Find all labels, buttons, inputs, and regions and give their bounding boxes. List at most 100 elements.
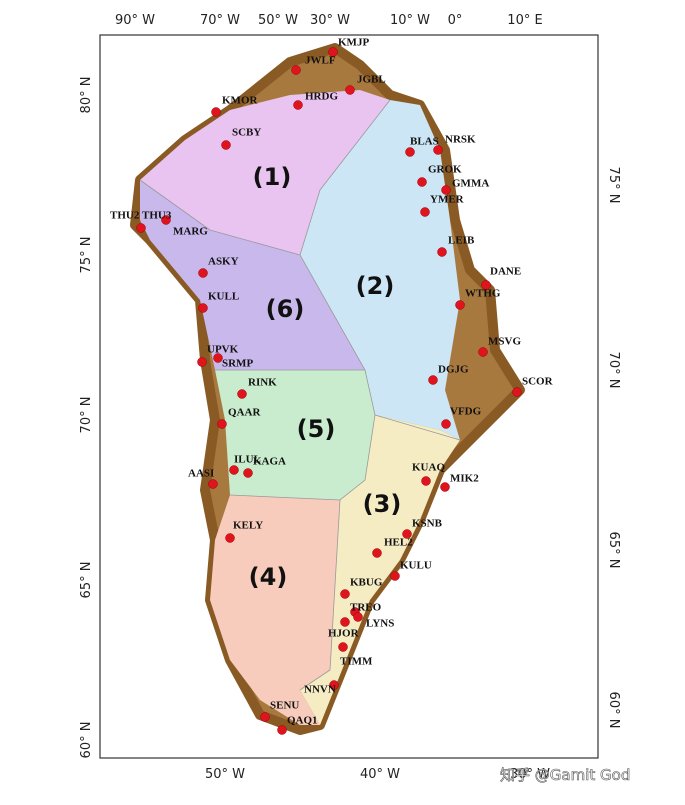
station-dot bbox=[198, 303, 208, 313]
station-dot bbox=[237, 389, 247, 399]
station-dot bbox=[441, 419, 451, 429]
station-dot bbox=[428, 375, 438, 385]
top-tick-label: 0° bbox=[448, 13, 463, 28]
station-label: KAGA bbox=[253, 456, 286, 468]
station-label: MSVG bbox=[488, 336, 521, 348]
station-dot bbox=[440, 482, 450, 492]
left-tick-label: 75° N bbox=[79, 237, 94, 274]
region-5 bbox=[215, 370, 375, 500]
station-dot bbox=[161, 215, 171, 225]
station-dot bbox=[421, 476, 431, 486]
station-label: ILUL bbox=[234, 454, 261, 466]
station-label: THU3 bbox=[142, 210, 172, 222]
station-dot bbox=[441, 185, 451, 195]
station-label: NNVN bbox=[304, 684, 336, 696]
left-tick-label: 80° N bbox=[79, 77, 94, 114]
region-label: (4) bbox=[249, 563, 288, 591]
top-tick-label: 10° E bbox=[507, 13, 542, 28]
station-label: KBUG bbox=[350, 577, 383, 589]
station-label: GMMA bbox=[452, 178, 489, 190]
station-dot bbox=[208, 479, 218, 489]
right-tick-label: 70° N bbox=[606, 352, 621, 389]
station-dot bbox=[217, 419, 227, 429]
station-dot bbox=[437, 247, 447, 257]
station-label: MARG bbox=[173, 226, 208, 238]
top-tick-label: 10° W bbox=[390, 13, 430, 28]
top-tick-label: 30° W bbox=[310, 13, 350, 28]
watermark: 知乎 @Gamit God bbox=[500, 766, 630, 784]
station-label: HJOR bbox=[328, 628, 360, 640]
station-dot bbox=[198, 268, 208, 278]
station-dot bbox=[420, 207, 430, 217]
station-dot bbox=[417, 177, 427, 187]
station-label: TREO bbox=[350, 602, 382, 614]
station-label: HEL2 bbox=[384, 537, 413, 549]
region-borders bbox=[139, 99, 461, 691]
right-tick-label: 75° N bbox=[606, 167, 621, 204]
station-dot bbox=[402, 529, 412, 539]
station-dot bbox=[277, 725, 287, 735]
station-label: DGJG bbox=[438, 364, 469, 376]
station-dot bbox=[455, 300, 465, 310]
station-dot bbox=[243, 468, 253, 478]
station-dot bbox=[213, 353, 223, 363]
station-label: JGBL bbox=[357, 74, 386, 86]
station-label: QAQ1 bbox=[287, 715, 318, 727]
bottom-tick-label: 40° W bbox=[360, 767, 400, 782]
station-dot bbox=[260, 712, 270, 722]
station-label: GROK bbox=[428, 164, 462, 176]
left-tick-label: 70° N bbox=[79, 397, 94, 434]
station-dot bbox=[329, 680, 339, 690]
station-label: BLAS bbox=[410, 136, 439, 148]
station-dot bbox=[345, 85, 355, 95]
station-label: SCOR bbox=[522, 376, 554, 388]
top-tick-label: 90° W bbox=[115, 13, 155, 28]
station-label: KULL bbox=[208, 291, 239, 303]
station-dot bbox=[211, 107, 221, 117]
station-label: LYNS bbox=[366, 618, 394, 630]
station-label: DANE bbox=[490, 266, 521, 278]
station-label: JWLF bbox=[305, 55, 336, 67]
region-label: (2) bbox=[356, 272, 395, 300]
bottom-tick-label: 50° W bbox=[205, 767, 245, 782]
right-tick-label: 65° N bbox=[606, 532, 621, 569]
region-4 bbox=[210, 495, 340, 725]
station-dot bbox=[328, 47, 338, 57]
station-label: KMJP bbox=[338, 37, 369, 49]
station-label: KELY bbox=[233, 520, 263, 532]
station-label: WTHG bbox=[465, 288, 501, 300]
station-label: KULU bbox=[400, 560, 432, 572]
station-label: KMOR bbox=[222, 95, 258, 107]
station-label: UPVK bbox=[207, 344, 239, 356]
station-label: MIK2 bbox=[450, 473, 479, 485]
station-dot bbox=[291, 65, 301, 75]
station-dot bbox=[390, 571, 400, 581]
station-label: SCBY bbox=[232, 127, 261, 139]
station-dot bbox=[340, 617, 350, 627]
station-label: SRMP bbox=[222, 358, 253, 370]
region-label: (5) bbox=[297, 415, 336, 443]
station-dot bbox=[405, 147, 415, 157]
region-6 bbox=[140, 180, 365, 370]
station-dot bbox=[293, 100, 303, 110]
station-dot bbox=[353, 612, 363, 622]
station-label: SENU bbox=[270, 700, 299, 712]
top-tick-label: 50° W bbox=[258, 13, 298, 28]
station-dot bbox=[340, 589, 350, 599]
station-label: RINK bbox=[248, 377, 277, 389]
station-dot bbox=[433, 145, 443, 155]
station-label: VFDG bbox=[450, 406, 482, 418]
region-1 bbox=[140, 90, 390, 255]
station-label: THU2 bbox=[110, 210, 140, 222]
station-label: NRSK bbox=[445, 134, 476, 146]
station-dot bbox=[225, 533, 235, 543]
station-dot bbox=[481, 280, 491, 290]
station-label: LEIB bbox=[448, 235, 475, 247]
station-dot bbox=[197, 357, 207, 367]
station-dot bbox=[221, 140, 231, 150]
station-dot bbox=[478, 347, 488, 357]
station-label: YMER bbox=[430, 194, 465, 206]
region-label: (3) bbox=[363, 490, 402, 518]
bottom-tick-label: 30° W bbox=[510, 767, 550, 782]
